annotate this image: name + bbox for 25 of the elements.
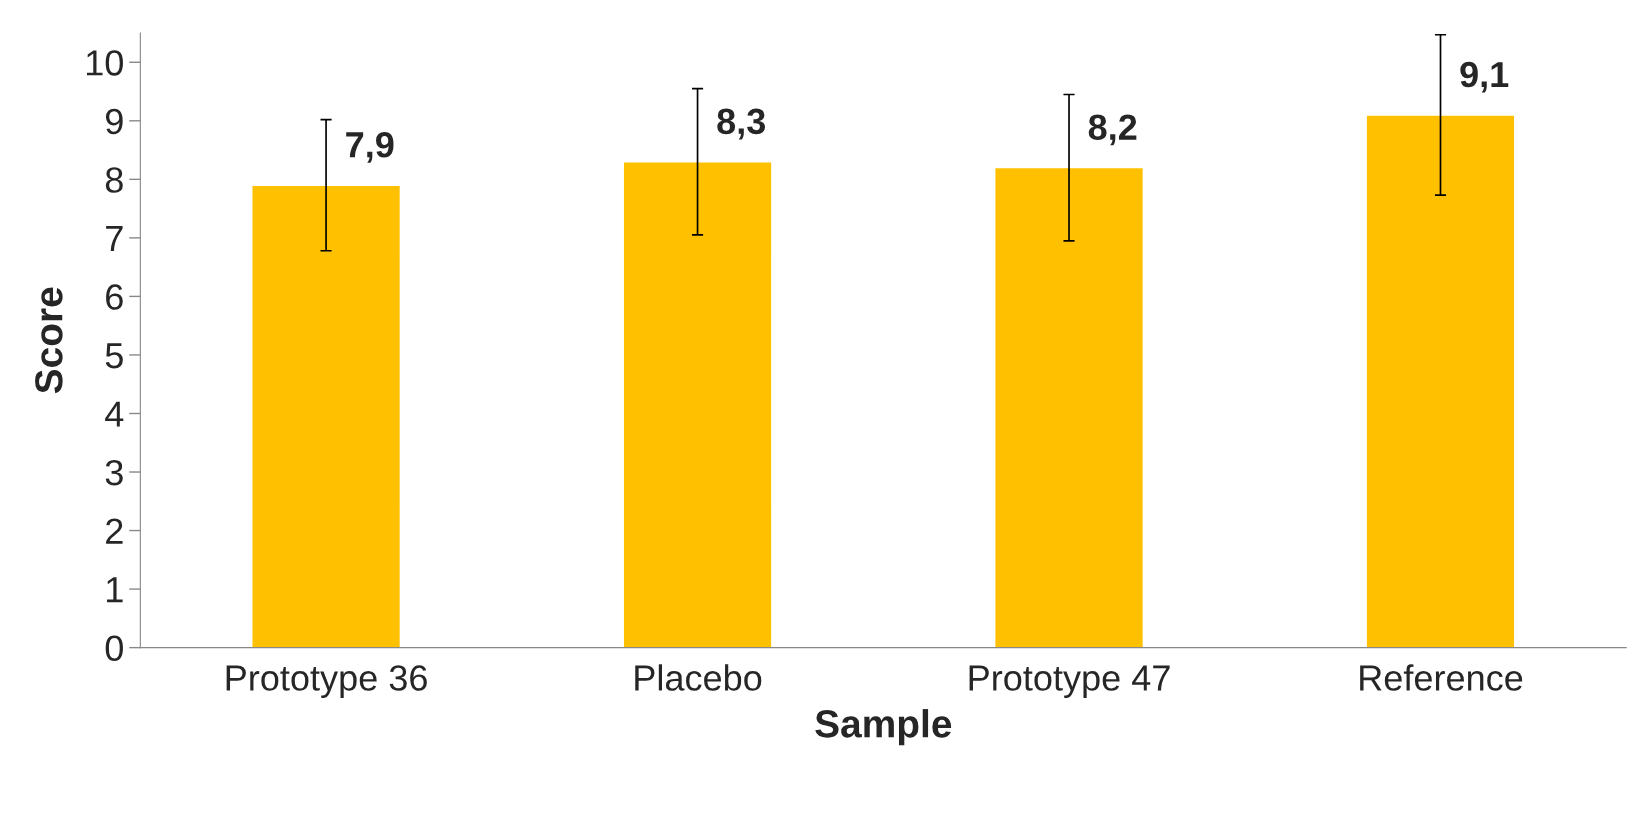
y-axis-title: Score <box>35 287 63 394</box>
x-tick-label: Placebo <box>635 664 762 691</box>
y-tick-label: 1 <box>107 577 123 603</box>
y-tick-label: 4 <box>105 401 124 427</box>
data-label: 7,9 <box>346 132 394 163</box>
x-tick-label: Prototype 47 <box>969 665 1170 698</box>
y-tick-label: 0 <box>105 635 123 662</box>
y-tick-label: 9 <box>105 108 123 135</box>
data-label: 9,1 <box>1460 61 1509 93</box>
data-label: 8,2 <box>1088 114 1137 146</box>
bar <box>622 161 773 648</box>
y-tick-label: 3 <box>105 459 123 486</box>
x-axis-title: Sample <box>815 709 952 746</box>
bar <box>251 184 402 648</box>
x-tick-label: Prototype 36 <box>226 665 427 698</box>
y-tick-label: 2 <box>106 518 123 544</box>
y-tick-label: 7 <box>106 226 123 251</box>
y-tick-label: 8 <box>105 167 123 193</box>
bar <box>1365 114 1516 648</box>
y-tick-label: 10 <box>86 50 123 76</box>
y-tick-label: 6 <box>106 284 123 310</box>
y-tick-label: 5 <box>105 343 123 369</box>
x-tick-label: Reference <box>1360 664 1523 691</box>
bar <box>994 166 1145 648</box>
data-label: 8,3 <box>717 108 766 140</box>
